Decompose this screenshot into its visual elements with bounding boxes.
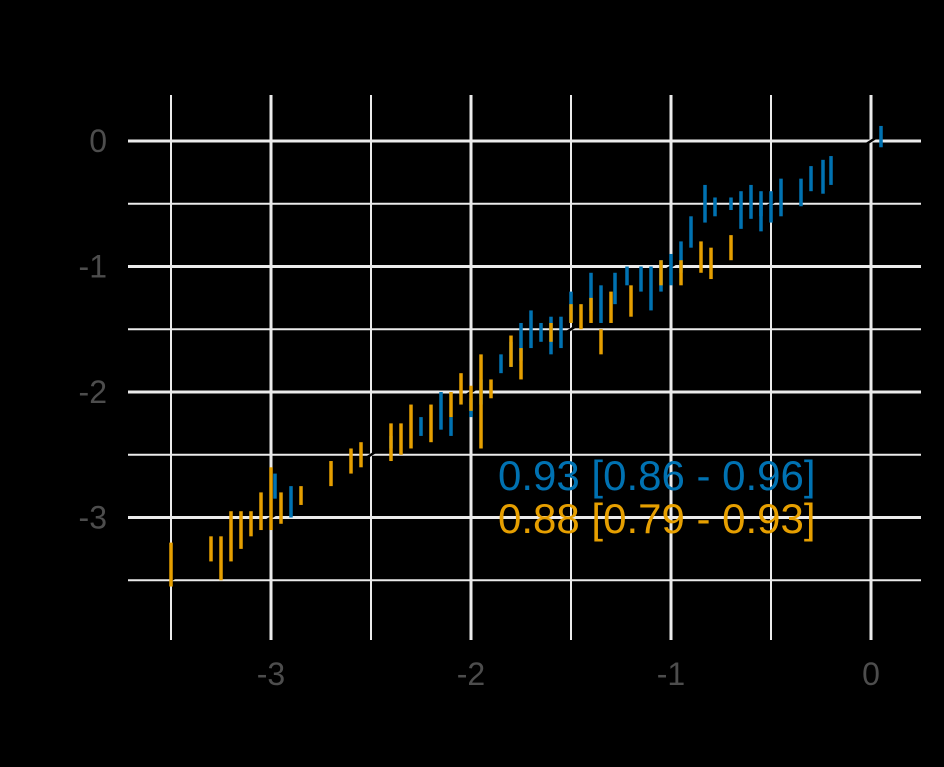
y-tick-label: -1 xyxy=(79,249,107,285)
x-tick-label: -3 xyxy=(257,656,285,692)
y-axis: 0 -1 -2 -3 xyxy=(79,123,107,536)
y-tick-label: 0 xyxy=(89,123,107,159)
x-axis: -3 -2 -1 0 xyxy=(257,656,880,692)
annotation-series-1: 0.93 [0.86 - 0.96] xyxy=(498,452,816,499)
x-tick-label: -1 xyxy=(657,656,685,692)
x-tick-label: -2 xyxy=(457,656,485,692)
x-tick-label: 0 xyxy=(862,656,880,692)
annotations: 0.93 [0.86 - 0.96] 0.88 [0.79 - 0.93] xyxy=(498,452,816,542)
data-marks xyxy=(169,125,883,587)
y-tick-label: -2 xyxy=(79,374,107,410)
grid xyxy=(128,95,921,640)
y-tick-label: -3 xyxy=(79,500,107,536)
annotation-series-2: 0.88 [0.79 - 0.93] xyxy=(498,495,816,542)
